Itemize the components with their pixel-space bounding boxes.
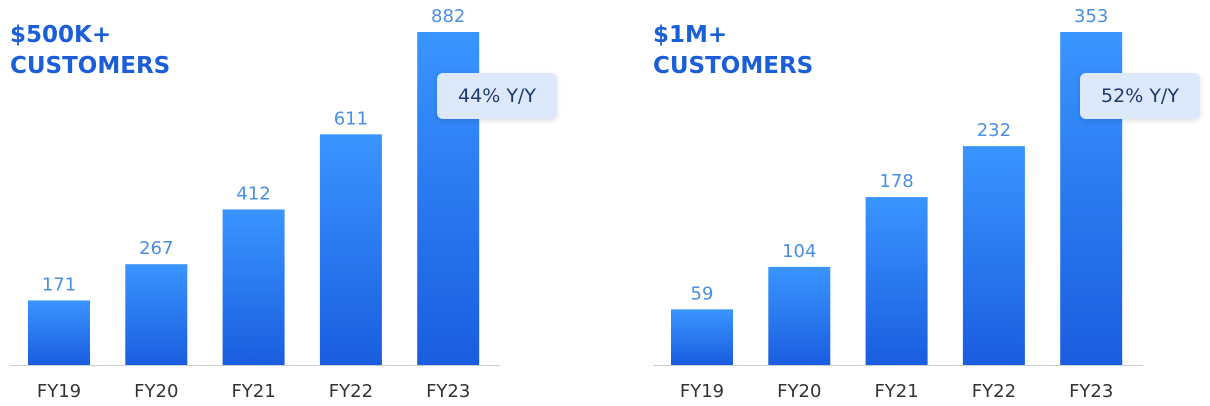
value-label: 267 <box>139 238 173 259</box>
x-tick-label: FY20 <box>777 381 821 402</box>
bar <box>671 309 733 365</box>
value-label: 171 <box>42 274 76 295</box>
x-tick-label: FY23 <box>426 381 470 402</box>
bar <box>865 197 928 365</box>
bar <box>319 134 382 365</box>
x-tick-label: FY22 <box>972 381 1016 402</box>
value-label: 232 <box>977 120 1011 141</box>
chart-title: $1M+ CUSTOMERS <box>653 22 814 79</box>
bar <box>962 146 1025 365</box>
value-label: 59 <box>691 283 714 304</box>
bar <box>28 300 90 365</box>
bar <box>222 209 285 365</box>
x-tick-label: FY19 <box>680 381 724 402</box>
chart-title: $500K+ CUSTOMERS <box>10 22 171 79</box>
bar <box>125 264 188 365</box>
x-tick-label: FY21 <box>231 381 275 402</box>
annotation: 44% Y/Y <box>437 73 557 119</box>
value-label: 178 <box>879 171 913 192</box>
value-label: 104 <box>782 241 816 262</box>
x-tick-label: FY23 <box>1069 381 1113 402</box>
value-label: 611 <box>334 108 368 129</box>
bar <box>768 266 831 365</box>
x-tick-label: FY22 <box>329 381 373 402</box>
x-tick-label: FY19 <box>37 381 81 402</box>
value-label: 882 <box>431 6 465 27</box>
x-tick-label: FY20 <box>134 381 178 402</box>
x-tick-label: FY21 <box>874 381 918 402</box>
value-label: 412 <box>236 183 270 204</box>
value-label: 353 <box>1074 6 1108 27</box>
annotation: 52% Y/Y <box>1080 73 1200 119</box>
